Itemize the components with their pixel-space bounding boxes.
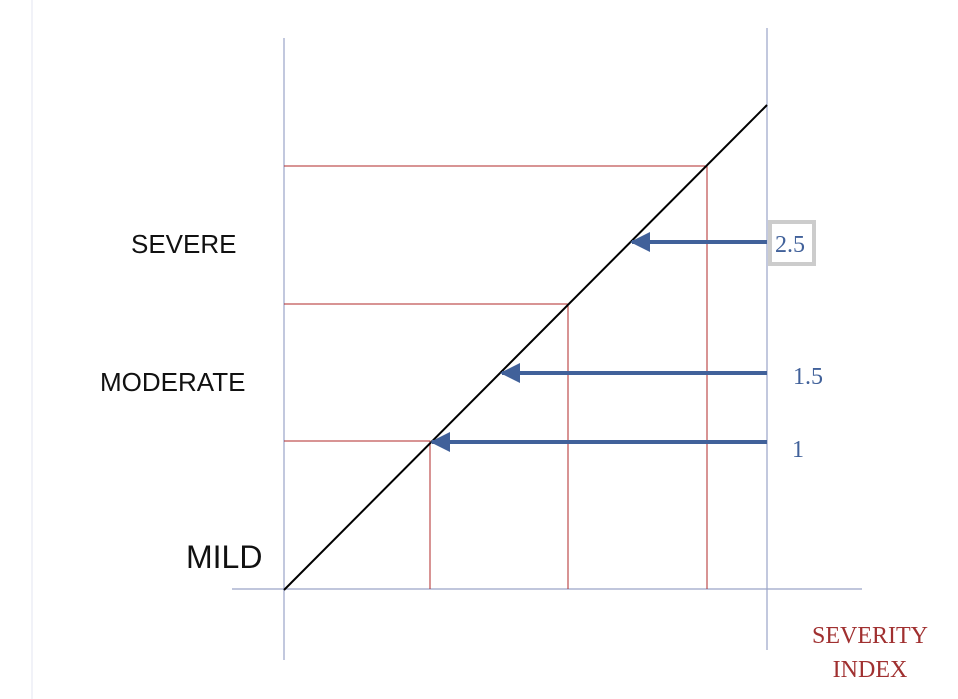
axis-title-line2: INDEX (833, 657, 908, 683)
moderate-label: MODERATE (100, 367, 245, 397)
marker-2.5-label: 2.5 (775, 232, 805, 258)
marker-2.5-highlight-box (768, 220, 816, 266)
marker-1.5-label: 1.5 (793, 364, 823, 390)
severe-label: SEVERE (131, 229, 237, 259)
severity-diagonal-line (283, 104, 768, 591)
marker-1-label: 1 (792, 437, 804, 463)
mild-label: MILD (186, 539, 262, 575)
axis-title-line1: SEVERITY (812, 623, 928, 649)
